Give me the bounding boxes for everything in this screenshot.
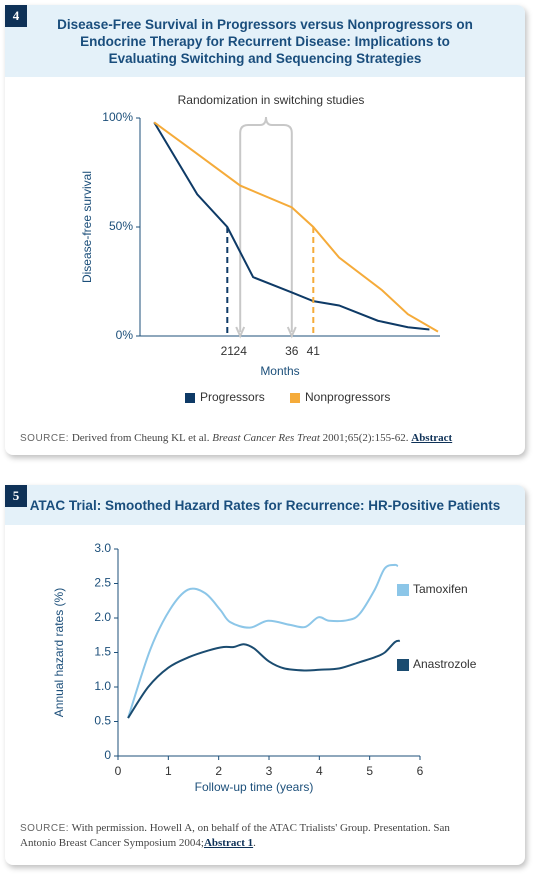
x-tick-label: 3 [266, 764, 273, 778]
x-axis-label: Follow-up time (years) [195, 780, 314, 794]
source-label: SOURCE: [20, 433, 70, 444]
legend-swatch [290, 393, 300, 403]
y-tick-label: 3.0 [94, 541, 111, 555]
x-tick-label: 6 [417, 764, 424, 778]
chart: 0 0.5 1.0 1.5 2.0 2.5 3.0 0 1 2 3 4 5 6 Follow-up time… [52, 541, 477, 794]
source-text: With permission. Howell A, on behalf of … [20, 822, 450, 849]
y-tick-label: 2.5 [94, 576, 111, 590]
x-tick-label: 41 [307, 344, 321, 358]
legend-swatch [185, 393, 195, 403]
y-tick-label: 0 [104, 748, 111, 762]
figure-card: 0 0.5 1.0 1.5 2.0 2.5 3.0 0 1 2 3 4 5 6 Follow-up time… [5, 485, 525, 865]
legend-label: Tamoxifen [413, 582, 468, 596]
legend-swatch [397, 584, 409, 596]
annotation: Randomization in switching studies [178, 93, 365, 107]
chart: 0% 50% 100% 21 24 36 41 Months Disease-free surv… [80, 93, 440, 404]
y-tick-label: 1.5 [94, 645, 111, 659]
figure-header: Disease-Free Survival in Progressors ver… [5, 5, 525, 77]
legend-label: Nonprogressors [305, 390, 390, 404]
y-axis-label: Annual hazard rates (%) [52, 588, 66, 717]
source-end: . [253, 837, 256, 849]
x-axis-label: Months [260, 364, 299, 378]
y-axis-label: Disease-free survival [80, 171, 94, 283]
x-tick-label: 4 [316, 764, 323, 778]
figure-card: 0% 50% 100% 21 24 36 41 Months Disease-free surv… [5, 5, 525, 455]
figure-number: 4 [5, 5, 27, 27]
y-tick-label: 50% [109, 219, 133, 233]
figure-title: Disease-Free Survival in Progressors ver… [57, 16, 473, 66]
y-tick-label: 1.0 [94, 679, 111, 693]
figure-header: ATAC Trial: Smoothed Hazard Rates for Re… [5, 485, 525, 525]
abstract-link[interactable]: Abstract 1 [203, 837, 254, 849]
x-tick-label: 0 [115, 764, 122, 778]
series-line [127, 639, 401, 719]
x-tick-label: 24 [234, 344, 248, 358]
x-tick-label: 5 [366, 764, 373, 778]
x-tick-label: 21 [221, 344, 235, 358]
y-tick-label: 100% [102, 110, 133, 124]
source: SOURCE: Derived from Cheung KL et al. Br… [20, 431, 515, 446]
legend-label: Anastrozole [413, 657, 477, 671]
abstract-link[interactable]: Abstract [411, 432, 453, 444]
figure-title: ATAC Trial: Smoothed Hazard Rates for Re… [29, 497, 501, 513]
series-line [153, 121, 439, 333]
legend-label: Progressors [200, 390, 265, 404]
y-tick-label: 2.0 [94, 610, 111, 624]
legend-swatch [397, 659, 409, 671]
source: SOURCE: With permission. Howell A, on be… [20, 821, 480, 851]
y-tick-label: 0% [116, 328, 134, 342]
source-text: Derived from Cheung KL et al. [71, 432, 210, 444]
source-journal: Breast Cancer Res Treat [212, 432, 320, 444]
brace [239, 116, 293, 134]
x-tick-label: 2 [215, 764, 222, 778]
series-line [153, 121, 430, 331]
arrow-head [286, 326, 297, 339]
y-tick-label: 0.5 [94, 714, 111, 728]
x-tick-label: 1 [165, 764, 172, 778]
arrow-head [235, 326, 246, 339]
source-label: SOURCE: [20, 823, 70, 834]
series-line [127, 563, 399, 719]
figure-number: 5 [5, 485, 27, 507]
x-tick-label: 36 [285, 344, 299, 358]
source-citation: 2001;65(2):155-62. [322, 432, 409, 444]
